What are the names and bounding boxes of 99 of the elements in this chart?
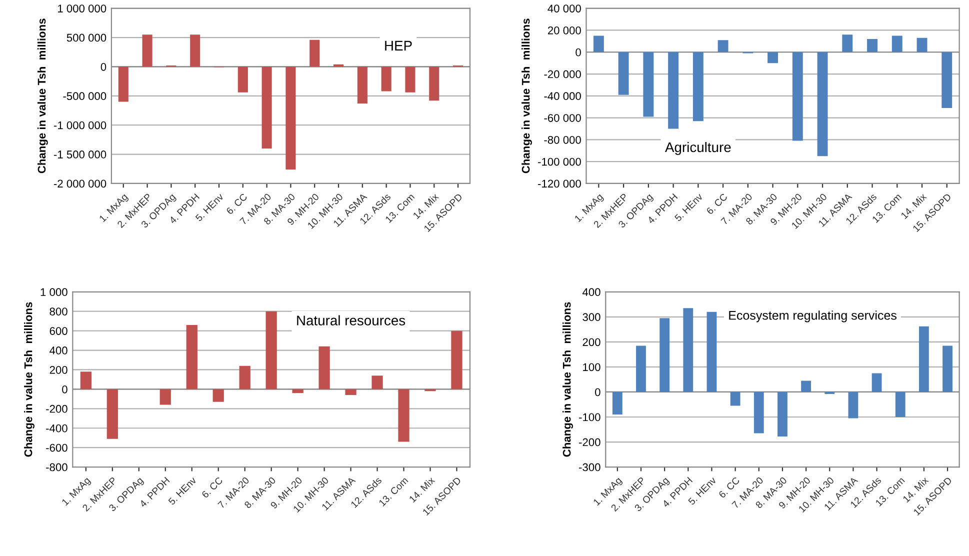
- y-tick-label: 40 000: [548, 4, 581, 12]
- text: Agriculture: [665, 142, 731, 155]
- bar: [792, 52, 803, 141]
- y-axis-title: Change in value Tsh millions: [24, 302, 34, 457]
- bar: [892, 36, 902, 52]
- y-tick-label: 400: [50, 346, 68, 354]
- bar: [398, 389, 410, 442]
- x-tick-label: 6. CC: [706, 192, 728, 215]
- bar: [357, 66, 368, 104]
- y-tick-label: -60 000: [544, 114, 581, 122]
- bar: [212, 389, 224, 402]
- bar: [643, 52, 654, 117]
- y-tick-label: -500 000: [63, 92, 106, 100]
- y-tick-label: 0: [595, 388, 600, 396]
- y-tick-label: 200: [50, 366, 68, 374]
- bar: [942, 346, 952, 392]
- y-tick-label: 20 000: [548, 26, 581, 34]
- bar: [593, 36, 604, 52]
- y-tick-label: 1 000 000: [58, 4, 106, 12]
- text: Natural resources: [297, 315, 406, 326]
- y-tick-label: -400: [46, 424, 68, 432]
- bar: [238, 66, 248, 92]
- y-tick-label: -40 000: [544, 92, 581, 100]
- bar: [636, 346, 646, 392]
- y-tick-label: -1 000 000: [54, 121, 106, 130]
- y-tick-label: -600: [46, 444, 68, 452]
- x-tick-label: 6. CC: [201, 476, 224, 498]
- bar: [916, 38, 928, 52]
- y-tick-label: 400: [582, 288, 600, 296]
- bar: [262, 66, 272, 148]
- y-tick-label: -120 000: [538, 180, 581, 188]
- bar: [345, 389, 356, 396]
- y-tick-label: -300: [579, 463, 600, 472]
- y-tick-label: -2 000 000: [54, 180, 106, 188]
- text: HEP: [385, 40, 412, 50]
- bar: [692, 52, 704, 122]
- bar: [768, 52, 778, 64]
- y-tick-label: 0: [576, 48, 581, 56]
- bar: [660, 318, 670, 392]
- bar: [286, 66, 296, 170]
- x-tick-label: 6. CC: [718, 476, 740, 498]
- bar: [318, 346, 330, 390]
- bar: [142, 34, 152, 67]
- bar: [942, 52, 952, 108]
- bar: [118, 66, 128, 102]
- bar: [381, 66, 392, 92]
- y-tick-label: -20 000: [544, 70, 581, 78]
- y-tick-label: 1 000: [40, 288, 68, 296]
- y-axis-title: Change in value Tsh millions: [37, 18, 48, 174]
- bar: [618, 52, 629, 95]
- bar: [266, 311, 277, 390]
- y-tick-label: 200: [582, 338, 600, 346]
- y-tick-label: -100 000: [538, 158, 581, 166]
- bar: [817, 52, 828, 156]
- y-tick-label: -200: [46, 404, 68, 413]
- y-tick-label: -1 500 000: [54, 150, 106, 158]
- y-tick-label: 0: [100, 62, 106, 71]
- bar: [801, 380, 811, 392]
- bar: [867, 38, 878, 52]
- x-tick-label: 14. Mix: [408, 476, 436, 503]
- y-tick-label: -800: [46, 463, 68, 472]
- bar: [848, 392, 858, 418]
- bar: [429, 66, 440, 101]
- bar: [842, 34, 853, 52]
- bar: [451, 330, 462, 390]
- x-tick-label: 6. CC: [226, 192, 248, 215]
- y-tick-label: -100: [579, 413, 600, 422]
- bar: [754, 392, 764, 434]
- bar: [405, 66, 416, 92]
- bar: [918, 326, 929, 392]
- bar: [160, 389, 171, 405]
- bar: [778, 392, 788, 437]
- y-tick-label: 300: [582, 313, 600, 322]
- bar: [730, 392, 740, 406]
- bar: [683, 308, 694, 392]
- bar: [668, 52, 679, 129]
- y-tick-label: 800: [50, 308, 68, 316]
- y-axis-title: Change in value Tsh millions: [522, 18, 532, 174]
- y-tick-label: -80 000: [544, 136, 581, 144]
- bar: [292, 389, 304, 394]
- bar: [718, 40, 728, 52]
- y-tick-label: 0: [62, 385, 68, 394]
- y-axis-title: Change in value Tsh millions: [562, 302, 573, 457]
- bar: [80, 372, 92, 390]
- bar: [706, 312, 717, 392]
- bar: [872, 373, 882, 392]
- bar: [239, 366, 250, 390]
- y-tick-label: 600: [50, 327, 68, 335]
- y-tick-label: 100: [583, 363, 600, 372]
- y-tick-label: 500 000: [66, 34, 106, 42]
- text: Ecosystem regulating services: [729, 310, 896, 322]
- bar: [106, 389, 118, 439]
- bar: [310, 40, 320, 67]
- bar: [612, 392, 622, 414]
- bar: [186, 324, 198, 390]
- bar: [190, 34, 200, 67]
- y-tick-label: -200: [579, 438, 600, 446]
- bar: [372, 376, 383, 390]
- bar: [895, 392, 906, 417]
